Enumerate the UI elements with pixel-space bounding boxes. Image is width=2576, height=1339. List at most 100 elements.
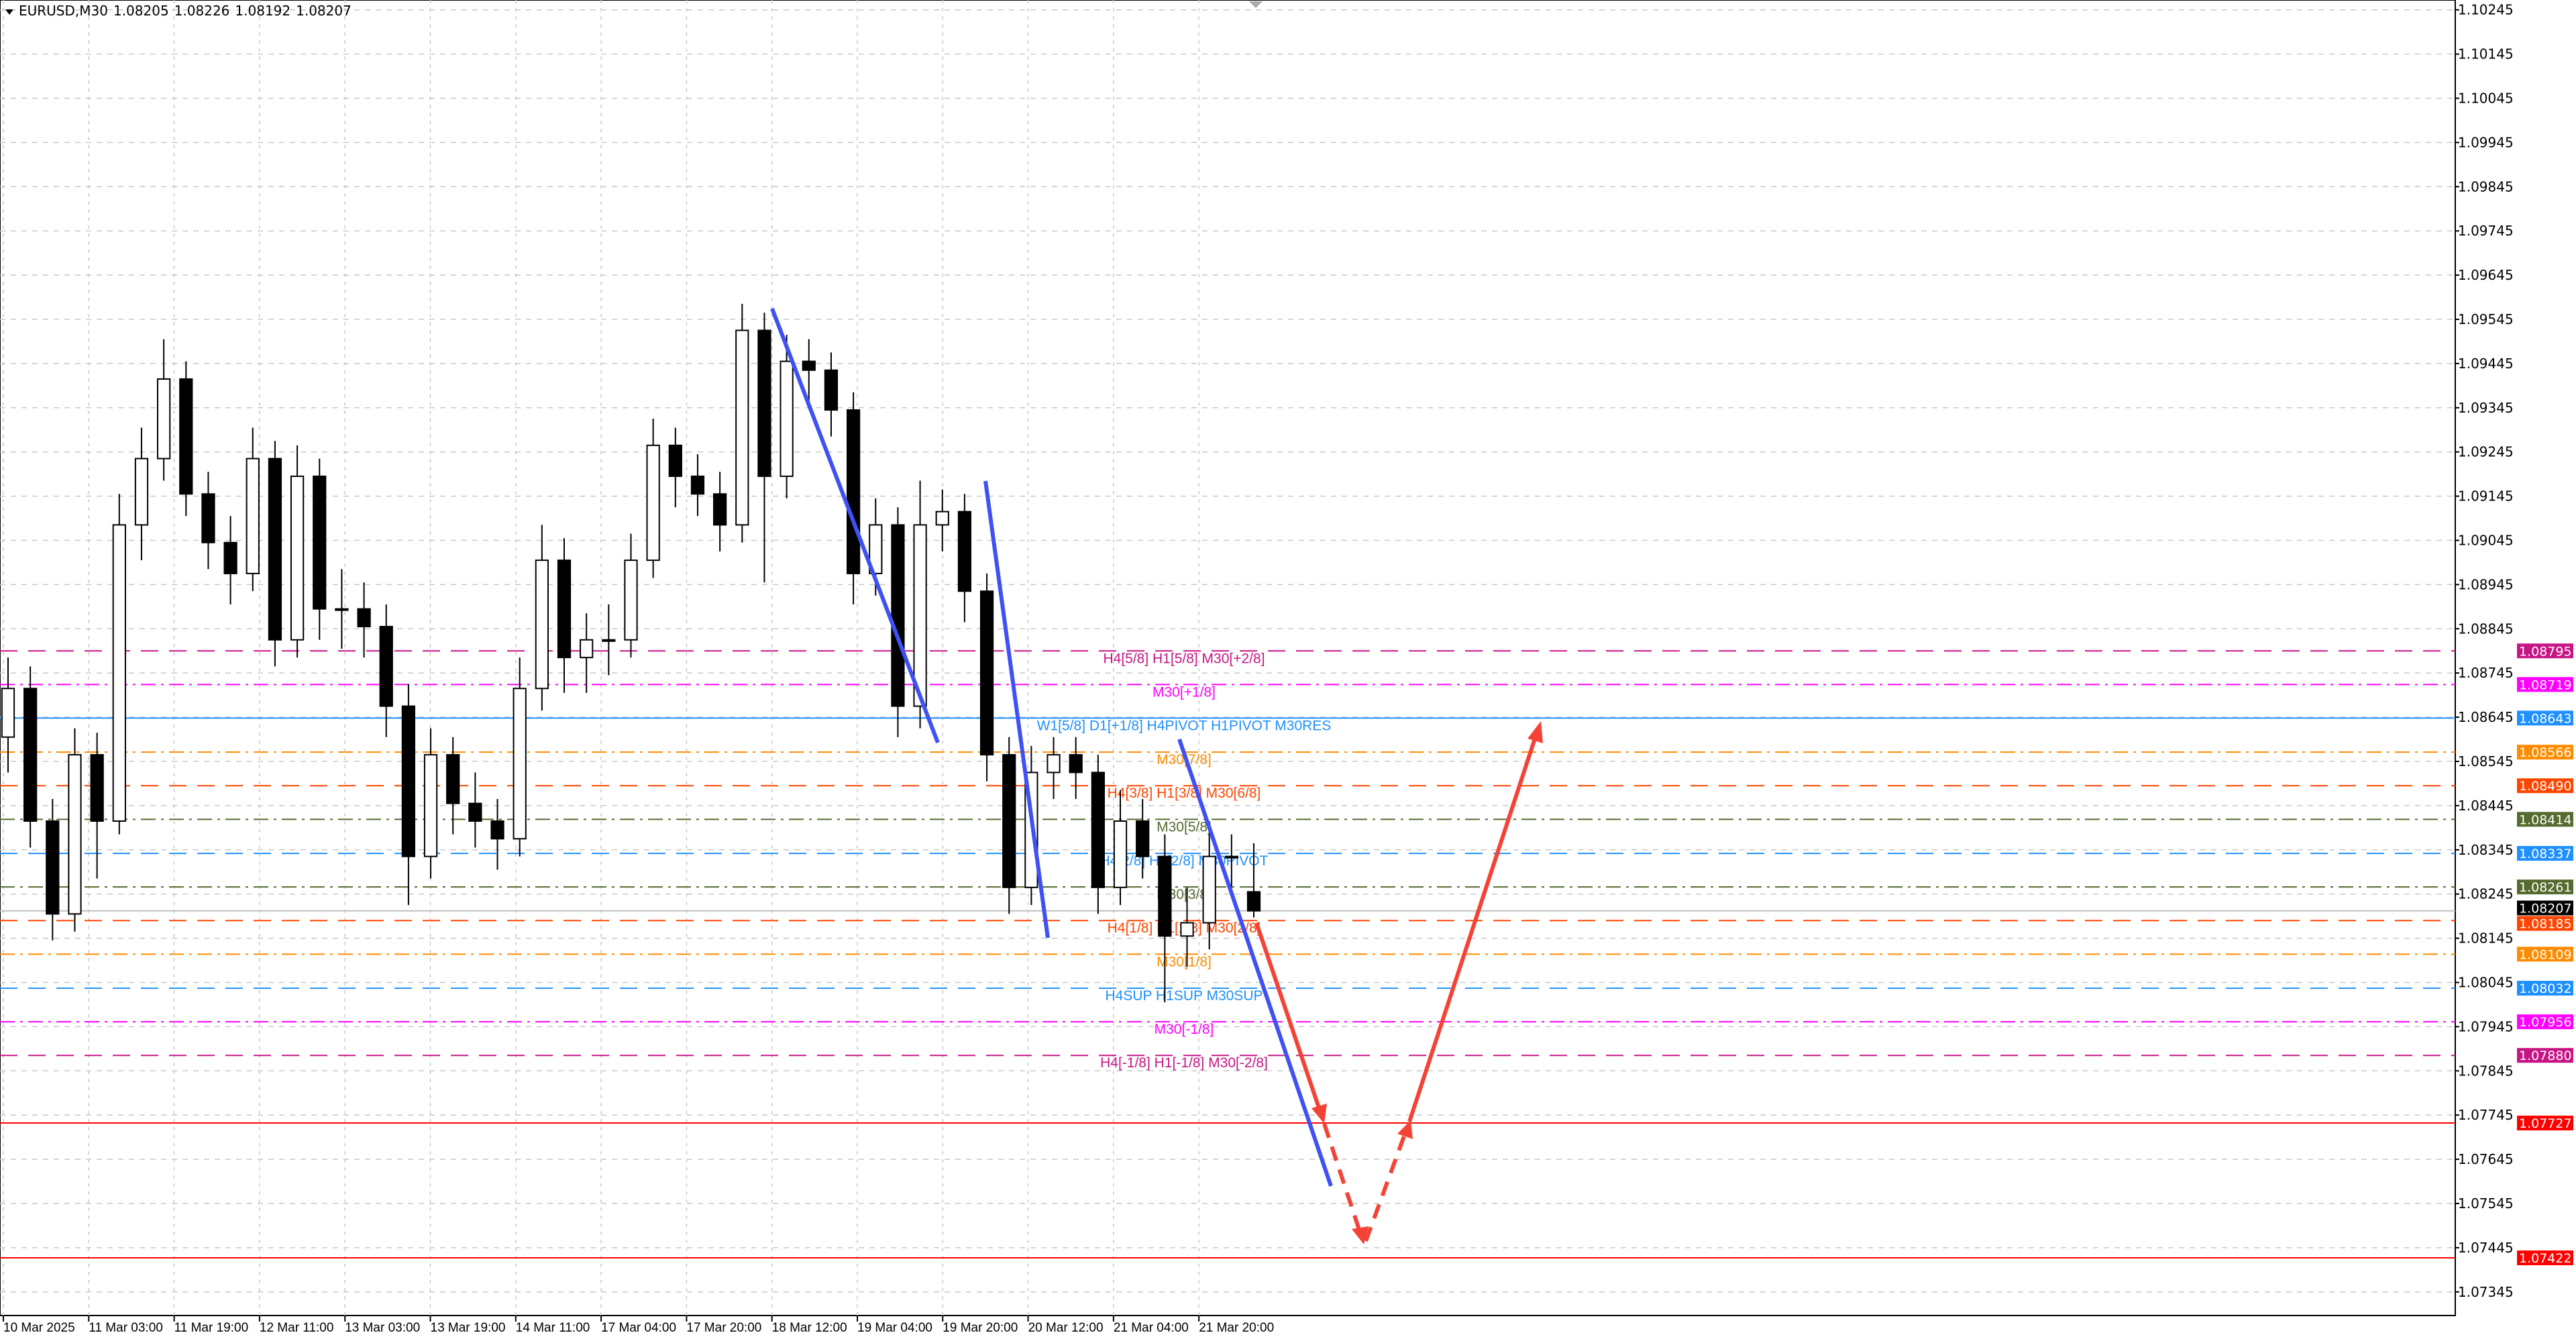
candle <box>290 445 305 658</box>
x-tick-label: 11 Mar 19:00 <box>174 1321 249 1335</box>
price-tag <box>2517 947 2573 962</box>
price-tag-label: 1.08185 <box>2519 916 2572 931</box>
trendline-1[interactable] <box>770 307 940 744</box>
candle <box>446 737 460 835</box>
candle-body <box>335 608 349 611</box>
candle-body <box>869 524 883 574</box>
y-tick-label: 1.09745 <box>2458 223 2514 239</box>
symbol-timeframe: EURUSD,M30 <box>19 3 108 19</box>
trendline-3[interactable] <box>1177 739 1333 1187</box>
level-label: M30[+1/8] <box>1152 684 1216 700</box>
y-tick-label: 1.07845 <box>2458 1063 2514 1079</box>
candle-body <box>580 639 594 659</box>
candle-body <box>1 688 15 738</box>
ohlc-close: 1.08207 <box>296 3 352 19</box>
candle <box>223 516 237 605</box>
price-tags: 1.08795 1.08719 1.08643 1.08566 1.08490 1.084… <box>2517 643 2573 1266</box>
candle-body <box>668 444 682 477</box>
x-tick-label: 12 Mar 11:00 <box>260 1321 334 1335</box>
time-axis[interactable]: 10 Mar 2025 11 Mar 03:00 11 Mar 19:00 12 Ma… <box>3 1316 1274 1335</box>
current-price-tag-label: 1.08207 <box>2519 901 2572 916</box>
candle-body <box>1202 855 1216 924</box>
candle-body <box>535 559 549 690</box>
y-tick-label: 1.08145 <box>2458 930 2514 947</box>
candle <box>379 604 393 737</box>
candle <box>68 728 82 932</box>
candle-body <box>1046 754 1061 773</box>
y-tick-label: 1.08845 <box>2458 621 2514 637</box>
candle <box>1246 843 1261 918</box>
candle <box>23 666 38 848</box>
candle-body <box>1091 771 1105 888</box>
candle-body <box>112 524 126 822</box>
plot-area[interactable] <box>0 0 2456 1316</box>
candle <box>957 494 972 623</box>
y-tick-label: 1.09345 <box>2458 400 2514 416</box>
candle <box>690 453 705 517</box>
level-label: M30[-1/8] <box>1155 1022 1214 1037</box>
price-tag <box>2517 745 2573 760</box>
candle <box>979 573 994 782</box>
x-tick-label: 21 Mar 04:00 <box>1114 1321 1189 1335</box>
x-tick-label: 18 Mar 12:00 <box>772 1321 847 1335</box>
price-tag <box>2517 981 2573 996</box>
candle <box>1113 790 1128 906</box>
candle-body <box>735 329 749 526</box>
candle <box>335 569 349 649</box>
candle-body <box>379 626 393 707</box>
price-tag <box>2517 916 2573 931</box>
candle-body <box>513 688 527 840</box>
candle <box>557 538 572 693</box>
price-tag <box>2517 1014 2573 1030</box>
level-label: H4[-1/8] H1[-1/8] M30[-2/8] <box>1100 1055 1268 1071</box>
candle-body <box>1180 922 1194 937</box>
candle-body <box>1158 855 1172 937</box>
candle <box>935 489 949 551</box>
trendline-2[interactable] <box>983 480 1050 939</box>
price-axis[interactable]: 1.10245 1.10145 1.10045 1.09945 1.09845 1.097… <box>2455 2 2514 1300</box>
y-tick-label: 1.10045 <box>2458 91 2514 107</box>
forecast-dashed-up[interactable] <box>1364 1126 1409 1242</box>
y-tick-label: 1.10245 <box>2458 2 2514 18</box>
price-tag <box>2517 643 2573 659</box>
current-price-tag <box>2517 900 2573 916</box>
candle <box>535 525 549 711</box>
candle-body <box>1002 754 1016 888</box>
candle-body <box>1136 820 1150 857</box>
y-tick-label: 1.08645 <box>2458 709 2514 725</box>
chart-shift-marker-icon[interactable] <box>1249 1 1263 8</box>
dropdown-triangle-icon[interactable] <box>5 9 13 15</box>
candle-body <box>268 458 282 641</box>
candle-body <box>23 688 38 822</box>
candle-body <box>780 360 794 477</box>
ohlc-open: 1.08205 <box>113 3 169 19</box>
level-label: M30[7/8] <box>1157 752 1212 767</box>
price-tag-label: 1.08719 <box>2519 678 2572 692</box>
y-tick-label: 1.09645 <box>2458 267 2514 283</box>
forecast-arrow-up[interactable] <box>1407 734 1538 1122</box>
candle-body <box>602 639 616 642</box>
price-tag <box>2517 812 2573 827</box>
candle <box>624 533 638 658</box>
y-tick-label: 1.09145 <box>2458 488 2514 504</box>
y-tick-label: 1.08445 <box>2458 798 2514 814</box>
forecast-dashed-down[interactable] <box>1322 1123 1364 1238</box>
candle <box>846 392 861 605</box>
arrowhead-icon <box>1397 1120 1413 1139</box>
y-tick-label: 1.09845 <box>2458 178 2514 195</box>
candles <box>1 303 1261 1003</box>
candle <box>246 427 260 592</box>
candle-body <box>1224 855 1238 859</box>
candle <box>468 772 482 848</box>
ohlc-low: 1.08192 <box>235 3 291 19</box>
level-label: W1[5/8] D1[+1/8] H4PIVOT H1PIVOT M30RES <box>1037 718 1332 733</box>
x-tick-label: 17 Mar 04:00 <box>601 1321 676 1335</box>
grid <box>0 0 2455 1316</box>
chart-header: EURUSD,M30 1.08205 1.08226 1.08192 1.08207 <box>5 3 357 19</box>
candle <box>201 472 215 570</box>
candle-body <box>357 608 371 628</box>
forecast-arrow-down[interactable] <box>1254 922 1323 1114</box>
candle-body <box>624 559 638 641</box>
price-tag-label: 1.08566 <box>2519 745 2572 760</box>
